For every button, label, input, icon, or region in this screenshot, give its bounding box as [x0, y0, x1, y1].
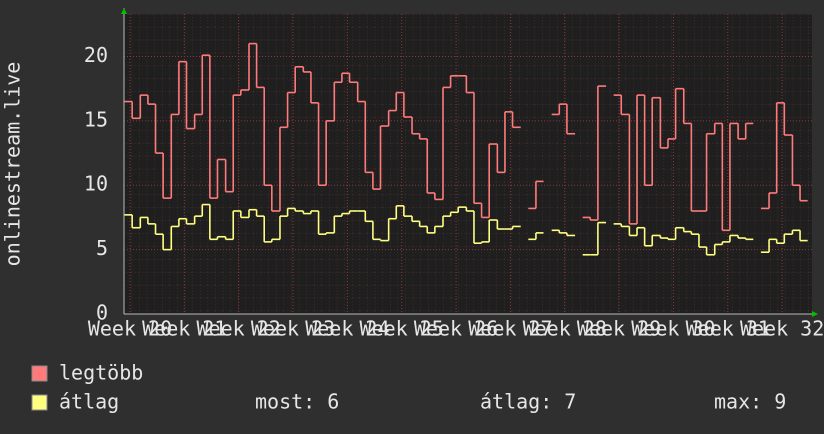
legend-label: átlag: [59, 390, 119, 414]
grid: [124, 14, 812, 315]
axis-arrow: [121, 8, 127, 14]
y-tick-label: 20: [84, 43, 108, 67]
legend-swatch: [31, 365, 48, 382]
y-axis-label: onlinestream.live: [1, 62, 25, 267]
stat: átlag: 7: [480, 390, 576, 414]
x-tick-label: Week 31: [686, 317, 770, 341]
series: [124, 42, 808, 256]
legend-swatch: [31, 394, 48, 411]
y-tick-label: 15: [84, 107, 108, 131]
x-tick-label: Week 22: [197, 317, 281, 341]
minor-grid: [124, 14, 812, 314]
x-tick-label: Week 27: [468, 317, 552, 341]
x-tick-label: Week 20: [88, 317, 172, 341]
y-tick-label: 5: [96, 236, 108, 260]
x-tick-label: Week 26: [414, 317, 498, 341]
x-tick-label: Week 29: [577, 317, 661, 341]
x-tick-label: Week 21: [142, 317, 226, 341]
y-tick-label: 10: [84, 172, 108, 196]
x-tick-label: Week 24: [305, 317, 389, 341]
stat: max: 9: [714, 390, 786, 414]
x-tick-label: Week 32: [740, 317, 824, 341]
legend: legtöbb átlag most: 6 átlag: 7 max: 9: [31, 361, 786, 414]
stat: most: 6: [255, 390, 339, 414]
axis-arrow: [812, 311, 818, 317]
x-tick-label: Week 23: [251, 317, 335, 341]
legend-label: legtöbb: [59, 361, 143, 385]
x-tick-label: Week 30: [631, 317, 715, 341]
y-tick-label: 0: [96, 301, 108, 325]
x-tick-label: Week 25: [360, 317, 444, 341]
x-tick-label: Week 28: [523, 317, 607, 341]
